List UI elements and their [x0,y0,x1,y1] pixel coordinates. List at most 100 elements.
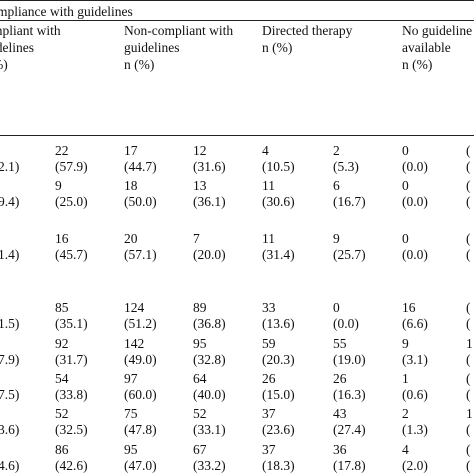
table-cell-count: 67 [193,442,207,457]
table-cell-count: 11 [262,178,275,193]
table-cell-percent: (35.1) [55,316,88,331]
table-cell-percent: (18.3) [262,458,295,473]
column-header-line: idelines [0,40,34,55]
table-cell-count: 9 [55,178,62,193]
table-cell-percent: ( [466,247,471,262]
table-cell-count: 43 [333,406,347,421]
table-cell-count: ( [466,300,471,315]
column-header-line: n (%) [262,40,293,55]
table-cell-percent: (31.6) [193,159,226,174]
column-header-line: Non-compliant with [124,23,234,38]
table-cell-count: 4 [402,442,409,457]
table-cell-count: 85 [55,300,69,315]
table-cell-percent: 4.6) [0,458,20,473]
table-cell-count: 95 [124,442,138,457]
table-cell-percent: (36.1) [193,194,226,209]
table-cell-percent: (49.0) [124,352,157,367]
table-cell-percent: (31.4) [262,247,295,262]
spanning-header: mpliance with guidelines [0,4,133,19]
table-cell-count: 16 [55,231,69,246]
table-cell-count: ( [466,143,471,158]
table-cell-percent: (6.6) [402,316,428,331]
table-cell-count: 33 [262,300,276,315]
table-cell-percent: (1.3) [402,422,428,437]
table-cell-count: 59 [262,336,276,351]
column-header-line: Directed therapy [262,23,353,38]
table-cell-percent: (20.0) [193,247,226,262]
table-cell-percent: (40.0) [193,387,226,402]
table-cell-count: 95 [193,336,207,351]
table-cell-count: 9 [402,336,409,351]
table-cell-count: ( [466,231,471,246]
table-cell-count: ( [466,178,471,193]
table-cell-count: 36 [333,442,347,457]
table-cell-count: 13 [193,178,207,193]
table-cell-percent: 1.4) [0,247,20,262]
table-cell-count: 0 [402,178,409,193]
table-cell-percent: 2.1) [0,159,20,174]
spanning-header-rule [0,20,474,21]
table-cell-percent: (36.8) [193,316,226,331]
column-header-line: n (%) [124,57,155,72]
table-cell-percent: (51.2) [124,316,157,331]
table-cell-percent: (33.1) [193,422,226,437]
table-cell-percent: (0.0) [333,316,359,331]
table-cell-count: 2 [402,406,409,421]
table-cell-count: 52 [193,406,207,421]
table-cell-percent: ( [466,458,471,473]
table-cell-count: 124 [124,300,145,315]
table-cell-percent: ( [466,316,471,331]
table-cell-percent: 9.4) [0,194,20,209]
table-cell-percent: (15.0) [262,387,295,402]
table-cell-count: ( [466,371,471,386]
table-cell-count: 92 [55,336,69,351]
table-cell-count: 86 [55,442,69,457]
table-cell-count: ( [466,442,471,457]
table-cell-percent: (45.7) [55,247,88,262]
table-cell-percent: (0.0) [402,159,428,174]
table-cell-percent: (42.6) [55,458,88,473]
table-cell-count: 0 [402,143,409,158]
table-cell-percent: (2.0) [402,458,428,473]
table-cell-count: 4 [262,143,269,158]
table-cell-percent: (17.8) [333,458,366,473]
table-cell-percent: (31.7) [55,352,88,367]
table-cell-count: 18 [124,178,138,193]
table-cell-count: 75 [124,406,138,421]
table-cell-percent: (0.0) [402,247,428,262]
table-cell-count: 26 [333,371,347,386]
table-cell-percent: (5.3) [333,159,359,174]
table-cell-percent: 7.9) [0,352,20,367]
table-cell-count: 37 [262,406,276,421]
table-cell-percent: (20.3) [262,352,295,367]
table-cell-percent: (13.6) [262,316,295,331]
table-cell-count: 1 [466,406,473,421]
table-cell-percent: (57.9) [55,159,88,174]
table-cell-percent: (19.0) [333,352,366,367]
column-header-line: %) [0,57,8,72]
table-cell-percent: (57.1) [124,247,157,262]
table-cell-percent: (44.7) [124,159,157,174]
table-cell-percent: ( [466,194,471,209]
table-cell-count: 55 [333,336,347,351]
column-header-line: n (%) [402,57,433,72]
table-cell-count: 0 [402,231,409,246]
table-cell-count: 1 [466,336,473,351]
table-top-rule [0,0,474,1]
column-header-line: guidelines [124,40,180,55]
table-cell-percent: (30.6) [262,194,295,209]
table-cell-percent: (32.8) [193,352,226,367]
table-cell-count: 16 [402,300,416,315]
table-cell-percent: (25.7) [333,247,366,262]
table-cell-count: 54 [55,371,69,386]
table-cell-percent: (50.0) [124,194,157,209]
table-cell-percent: (23.6) [262,422,295,437]
table-cell-percent: 1.5) [0,316,20,331]
table-cell-count: 17 [124,143,138,158]
table-cell-percent: 7.5) [0,387,20,402]
table-cell-percent: (16.3) [333,387,366,402]
header-bottom-rule [0,135,474,136]
table-cell-count: 26 [262,371,276,386]
table-cell-count: 0 [333,300,340,315]
